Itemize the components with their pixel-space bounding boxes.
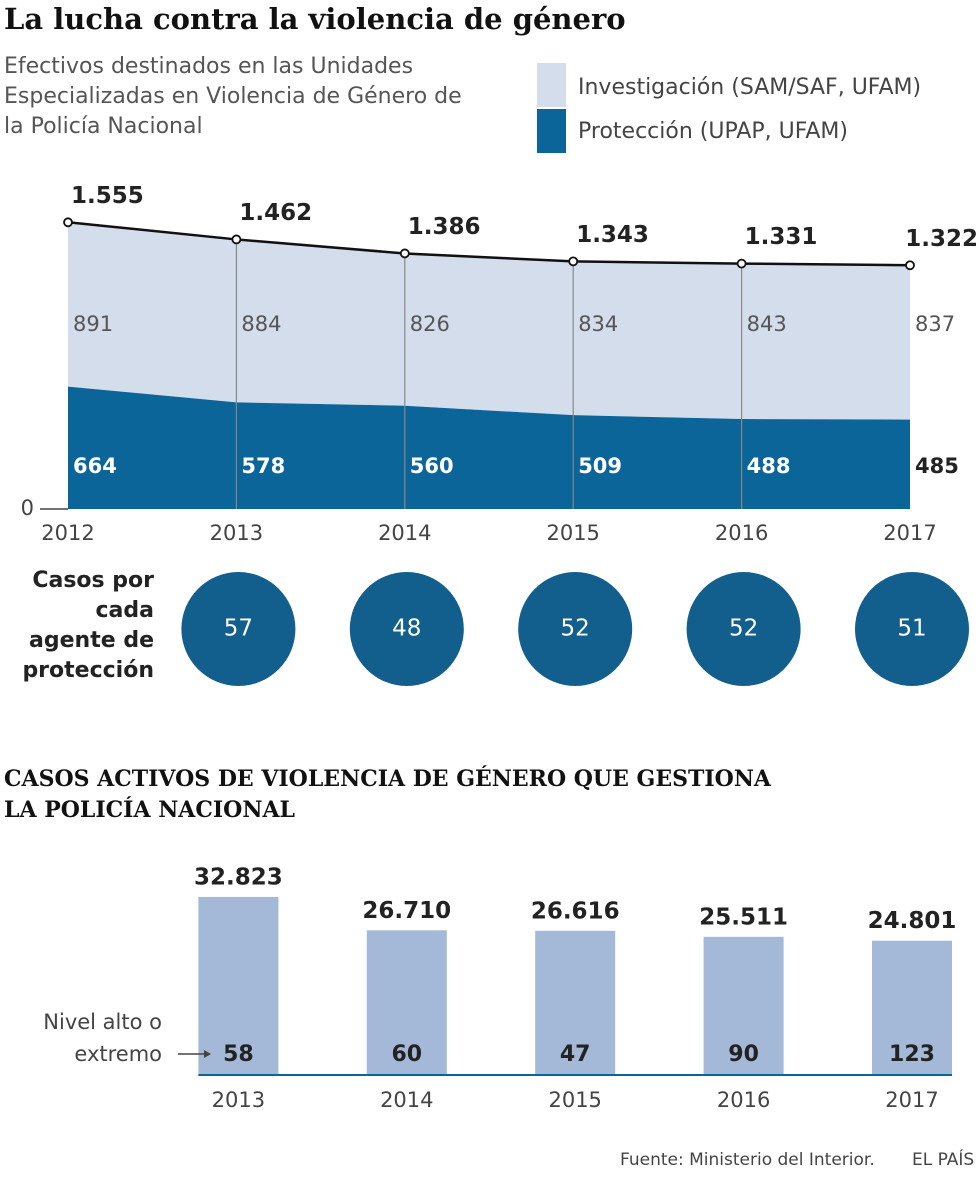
bar <box>535 930 616 1076</box>
legend-swatch <box>537 109 566 153</box>
circle-value: 52 <box>729 616 758 642</box>
title: La lucha contra la violencia de género <box>4 2 626 36</box>
value-label: 24.801 <box>868 908 957 934</box>
subtitle: Efectivos destinados en las Unidades Esp… <box>4 54 462 139</box>
total-label: 1.462 <box>239 200 312 226</box>
value-label: 891 <box>73 312 113 336</box>
x-tick-label: 2016 <box>717 1088 770 1112</box>
x-tick-label: 2016 <box>715 521 768 545</box>
total-label: 1.386 <box>408 214 481 240</box>
total-marker <box>736 258 747 269</box>
circle-value: 51 <box>897 616 926 642</box>
annotation: Nivel alto o extremo <box>43 1010 162 1066</box>
value-label: 25.511 <box>699 904 788 930</box>
legend-label: Investigación (SAM/SAF, UFAM) <box>578 75 921 100</box>
value-label: 843 <box>747 312 787 336</box>
detail-label: 58 <box>223 1042 254 1067</box>
value-label: 834 <box>578 312 618 336</box>
circle <box>686 572 801 686</box>
x-tick-label: 2017 <box>885 1088 938 1112</box>
value-label: 485 <box>915 454 959 478</box>
circle <box>518 572 633 686</box>
value-label: 826 <box>410 312 450 336</box>
bar-title: CASOS ACTIVOS DE VIOLENCIA DE GÉNERO QUE… <box>4 766 771 823</box>
value-label: 509 <box>578 454 622 478</box>
area <box>68 386 910 509</box>
x-tick-label: 2014 <box>380 1088 433 1112</box>
circle-value: 52 <box>561 616 590 642</box>
x-tick-label: 2015 <box>546 521 599 545</box>
value-label: 26.616 <box>531 898 620 924</box>
detail-label: 90 <box>728 1042 759 1067</box>
total-marker <box>568 256 579 267</box>
total-label: 1.555 <box>71 183 144 209</box>
circle <box>855 572 969 686</box>
detail-label: 47 <box>560 1042 591 1067</box>
value-label: 488 <box>747 454 791 478</box>
total-marker <box>399 248 410 259</box>
pointer-head <box>204 1050 211 1058</box>
total-label: 1.322 <box>905 226 978 252</box>
value-label: 664 <box>73 454 117 478</box>
total-marker <box>63 217 73 228</box>
value-label: 26.710 <box>362 898 451 924</box>
total-marker <box>231 234 242 245</box>
bar <box>872 940 952 1076</box>
bar <box>366 930 447 1076</box>
bar <box>703 936 784 1076</box>
circle-value: 57 <box>224 616 253 642</box>
legend-swatch <box>537 63 566 107</box>
legend-label: Protección (UPAP, UFAM) <box>578 119 848 144</box>
x-tick-label: 2017 <box>883 521 936 545</box>
total-line <box>67 221 911 267</box>
total-marker <box>905 260 915 271</box>
brand: EL PAÍS <box>912 1148 974 1170</box>
circle-value: 48 <box>392 616 421 642</box>
x-tick-label: 2013 <box>212 1088 265 1112</box>
bar <box>198 896 279 1076</box>
source: Fuente: Ministerio del Interior. <box>620 1150 875 1170</box>
total-label: 1.331 <box>745 224 818 250</box>
detail-label: 60 <box>391 1042 422 1067</box>
value-label: 884 <box>241 312 281 336</box>
total-label: 1.343 <box>576 222 649 248</box>
detail-label: 123 <box>889 1042 935 1067</box>
value-label: 837 <box>915 312 955 336</box>
area <box>68 222 910 420</box>
circle-label: Casos por cada agente de protección <box>22 568 154 683</box>
circle <box>349 572 464 686</box>
value-label: 578 <box>241 454 285 478</box>
x-tick-label: 2012 <box>41 521 94 545</box>
y-tick-label: 0 <box>21 496 34 520</box>
x-tick-label: 2014 <box>378 521 431 545</box>
value-label: 32.823 <box>194 864 283 890</box>
circle <box>181 572 296 686</box>
x-tick-label: 2013 <box>210 521 263 545</box>
x-tick-label: 2015 <box>548 1088 601 1112</box>
value-label: 560 <box>410 454 454 478</box>
